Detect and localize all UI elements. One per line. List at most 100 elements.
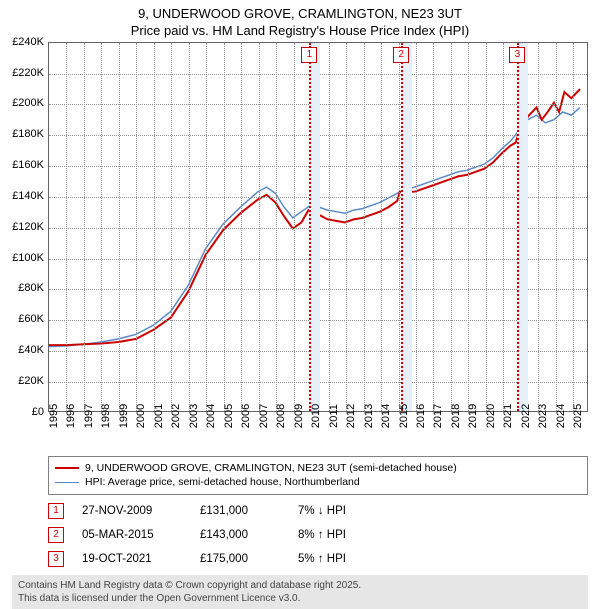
marker-line	[517, 43, 519, 411]
attribution: Contains HM Land Registry data © Crown c…	[12, 575, 588, 609]
grid-line-v	[84, 43, 85, 411]
x-tick-label: 2009	[293, 404, 305, 428]
y-tick-label: £60K	[18, 313, 44, 325]
legend-row: HPI: Average price, semi-detached house,…	[55, 475, 581, 490]
marker-line	[401, 43, 403, 411]
y-tick-label: £100K	[12, 252, 44, 264]
x-tick-label: 2005	[223, 404, 235, 428]
chart-container: 9, UNDERWOOD GROVE, CRAMLINGTON, NE23 3U…	[0, 0, 600, 609]
title-block: 9, UNDERWOOD GROVE, CRAMLINGTON, NE23 3U…	[0, 0, 600, 42]
grid-line-v	[259, 43, 260, 411]
grid-line-v	[66, 43, 67, 411]
marker-line	[309, 43, 311, 411]
y-tick-label: £0	[32, 406, 44, 418]
grid-line-v	[119, 43, 120, 411]
plot-area: 1 2 3	[48, 42, 588, 412]
grid-line-v	[399, 43, 400, 411]
grid-line-v	[416, 43, 417, 411]
marker-box: 3	[509, 47, 525, 63]
legend-label: 9, UNDERWOOD GROVE, CRAMLINGTON, NE23 3U…	[85, 461, 457, 476]
grid-line-v	[503, 43, 504, 411]
x-tick-label: 2020	[485, 404, 497, 428]
legend-swatch	[55, 467, 79, 469]
event-diff: 8% ↑ HPI	[298, 529, 388, 541]
legend: 9, UNDERWOOD GROVE, CRAMLINGTON, NE23 3U…	[48, 456, 588, 495]
grid-line-v	[101, 43, 102, 411]
x-tick-label: 1995	[48, 404, 60, 428]
x-tick-label: 2010	[310, 404, 322, 428]
grid-line-v	[538, 43, 539, 411]
x-tick-label: 2003	[188, 404, 200, 428]
grid-line-v	[433, 43, 434, 411]
y-tick-label: £200K	[12, 97, 44, 109]
grid-line-v	[329, 43, 330, 411]
attribution-line2: This data is licensed under the Open Gov…	[18, 592, 582, 605]
x-tick-label: 2006	[240, 404, 252, 428]
x-tick-label: 2008	[275, 404, 287, 428]
event-date: 05-MAR-2015	[82, 529, 182, 541]
y-tick-label: £40K	[18, 344, 44, 356]
x-tick-label: 2000	[135, 404, 147, 428]
marker-box: 2	[393, 47, 409, 63]
event-date: 19-OCT-2021	[82, 553, 182, 565]
title-address: 9, UNDERWOOD GROVE, CRAMLINGTON, NE23 3U…	[0, 6, 600, 23]
y-tick-label: £80K	[18, 282, 44, 294]
grid-line-v	[364, 43, 365, 411]
y-tick-label: £240K	[12, 36, 44, 48]
x-tick-label: 1998	[100, 404, 112, 428]
x-tick-label: 2002	[170, 404, 182, 428]
grid-line-v	[276, 43, 277, 411]
grid-line-v	[189, 43, 190, 411]
x-tick-label: 2007	[258, 404, 270, 428]
marker-box: 1	[301, 47, 317, 63]
event-marker: 2	[48, 527, 64, 543]
x-tick-label: 1997	[83, 404, 95, 428]
event-marker: 3	[48, 551, 64, 567]
x-tick-label: 2012	[345, 404, 357, 428]
grid-line-v	[556, 43, 557, 411]
grid-line-v	[224, 43, 225, 411]
x-tick-label: 2014	[380, 404, 392, 428]
events-table: 127-NOV-2009£131,0007% ↓ HPI205-MAR-2015…	[48, 499, 588, 571]
event-row: 2 05-MAR-2015 £143,000 8% ↑ HPI	[48, 523, 588, 547]
event-date: 27-NOV-2009	[82, 505, 182, 517]
x-tick-label: 2015	[398, 404, 410, 428]
event-diff: 5% ↑ HPI	[298, 553, 388, 565]
y-tick-label: £20K	[18, 375, 44, 387]
x-tick-label: 2019	[467, 404, 479, 428]
legend-label: HPI: Average price, semi-detached house,…	[85, 475, 360, 490]
x-tick-label: 2025	[572, 404, 584, 428]
grid-line-v	[154, 43, 155, 411]
event-marker: 1	[48, 503, 64, 519]
grid-line-v	[206, 43, 207, 411]
grid-line-v	[468, 43, 469, 411]
event-price: £131,000	[200, 505, 280, 517]
y-tick-label: £160K	[12, 159, 44, 171]
grid-line-v	[171, 43, 172, 411]
y-tick-label: £120K	[12, 221, 44, 233]
x-tick-label: 2018	[450, 404, 462, 428]
x-tick-label: 2017	[432, 404, 444, 428]
event-row: 127-NOV-2009£131,0007% ↓ HPI	[48, 499, 588, 523]
x-tick-label: 2023	[537, 404, 549, 428]
x-tick-label: 2001	[153, 404, 165, 428]
x-tick-label: 2022	[520, 404, 532, 428]
grid-line-v	[346, 43, 347, 411]
grid-line-v	[241, 43, 242, 411]
legend-row: 9, UNDERWOOD GROVE, CRAMLINGTON, NE23 3U…	[55, 461, 581, 476]
x-tick-label: 2011	[328, 404, 340, 428]
y-tick-label: £140K	[12, 190, 44, 202]
title-subtitle: Price paid vs. HM Land Registry's House …	[0, 23, 600, 40]
grid-line-v	[136, 43, 137, 411]
x-axis: 1995199619971998199920002001200220032004…	[48, 412, 588, 450]
x-tick-label: 2013	[363, 404, 375, 428]
y-tick-label: £180K	[12, 128, 44, 140]
attribution-line1: Contains HM Land Registry data © Crown c…	[18, 579, 582, 592]
event-row: 3 19-OCT-2021 £175,000 5% ↑ HPI	[48, 547, 588, 571]
event-price: £143,000	[200, 529, 280, 541]
x-tick-label: 2004	[205, 404, 217, 428]
grid-line-v	[381, 43, 382, 411]
grid-line-v	[294, 43, 295, 411]
legend-swatch	[55, 482, 79, 483]
event-price: £175,000	[200, 553, 280, 565]
